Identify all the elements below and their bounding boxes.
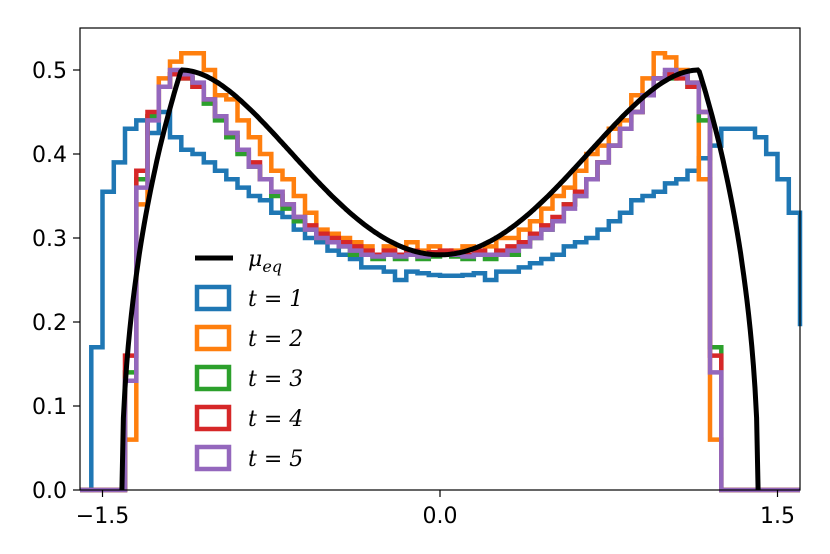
legend-label-t4: t = 4 [248, 407, 303, 432]
y-tick-label: 0.4 [32, 143, 67, 168]
y-tick-label: 0.2 [32, 311, 67, 336]
histogram-series-t5 [80, 67, 800, 493]
mu-eq-curve [119, 67, 761, 491]
legend-label-t1: t = 1 [248, 287, 303, 312]
histogram-series-t3 [80, 71, 800, 493]
axes-layer: −1.5 0.0 1.5 0.0 0.1 0.2 0.3 0.4 0.5 [32, 59, 795, 529]
y-tick-label: 0.5 [32, 59, 67, 84]
x-tick-label: −1.5 [76, 504, 129, 529]
x-tick-label: 0.0 [423, 504, 458, 529]
histogram-series-t1 [80, 109, 803, 493]
y-tick-label: 0.1 [32, 395, 67, 420]
equilibrium-curve-layer [119, 67, 761, 491]
legend: μeq t = 1 t = 2 t = 3 t = 4 t = 5 [194, 247, 303, 472]
legend-swatch-t5 [194, 444, 232, 472]
y-tick-label: 0.0 [32, 479, 67, 504]
series-layer [80, 50, 803, 493]
legend-label-t2: t = 2 [248, 327, 303, 352]
legend-swatch-t4 [194, 404, 232, 432]
plot-frame [79, 27, 801, 491]
histogram-series-t2 [80, 50, 800, 493]
legend-swatch-t3 [194, 364, 232, 392]
legend-swatch-t1 [194, 284, 232, 312]
histogram-series-t4 [80, 71, 800, 493]
legend-swatch-t2 [194, 324, 232, 352]
legend-label-t5: t = 5 [248, 447, 303, 472]
y-tick-label: 0.3 [32, 227, 67, 252]
x-tick-label: 1.5 [760, 504, 795, 529]
legend-label-t3: t = 3 [248, 367, 303, 392]
legend-label-mu-eq: μeq [248, 247, 282, 276]
